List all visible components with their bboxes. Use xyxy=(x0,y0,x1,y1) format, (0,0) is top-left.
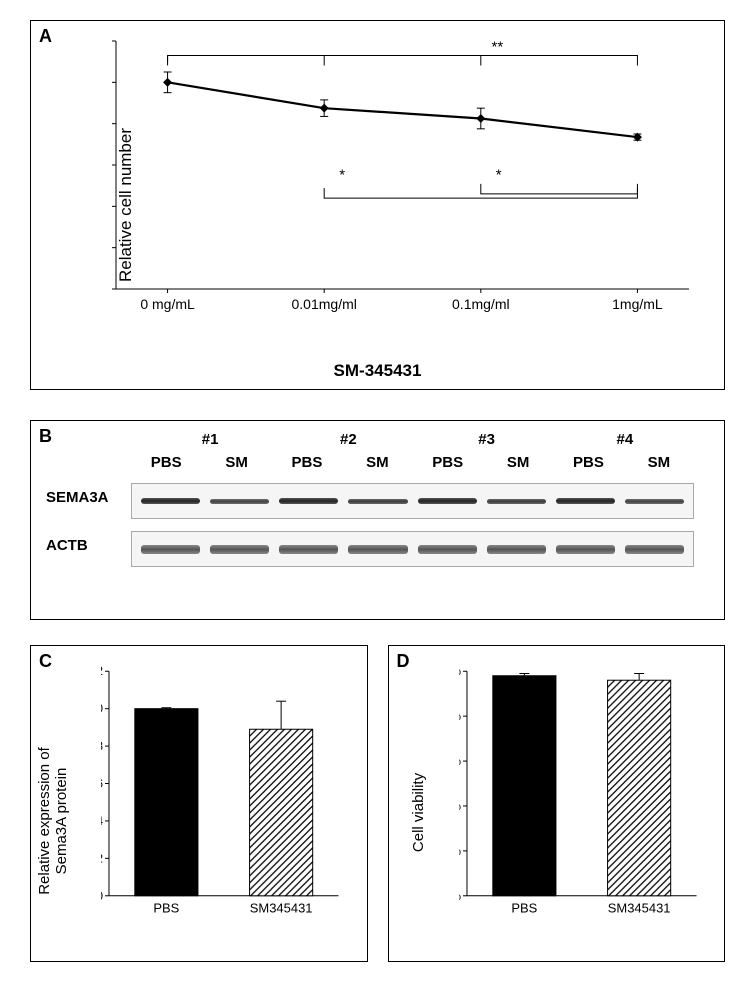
band xyxy=(141,545,200,554)
blot-row: SEMA3A xyxy=(131,483,694,519)
band xyxy=(418,545,477,554)
band xyxy=(418,498,477,504)
blot-row: ACTB xyxy=(131,531,694,567)
sample-header: #3 xyxy=(418,431,556,448)
svg-text:80%: 80% xyxy=(459,709,461,723)
band xyxy=(487,545,546,554)
panel-b: B #1#2#3#4 PBSSMPBSSMPBSSMPBSSM SEMA3AAC… xyxy=(30,420,725,620)
band xyxy=(348,545,407,554)
panel-a-xlabel: SM-345431 xyxy=(334,361,422,381)
blot-label: SEMA3A xyxy=(46,489,109,506)
sample-header: #2 xyxy=(279,431,417,448)
svg-text:20%: 20% xyxy=(459,844,461,858)
condition-header: PBS xyxy=(131,454,201,471)
svg-text:60%: 60% xyxy=(459,754,461,768)
svg-text:PBS: PBS xyxy=(153,901,179,916)
panel-b-label: B xyxy=(39,426,52,447)
panel-d-chart: 0% 20% 40% 60% 80% 100% PBS SM345431 xyxy=(459,661,705,921)
band xyxy=(279,545,338,554)
band xyxy=(625,499,684,504)
svg-text:*: * xyxy=(496,166,502,183)
condition-header: PBS xyxy=(272,454,342,471)
svg-text:0.6: 0.6 xyxy=(101,777,103,791)
panel-d: D Cell viability 0% 20% 40% 60% 80% 100% PBS SM… xyxy=(388,645,726,962)
panel-b-sample-headers: #1#2#3#4 xyxy=(141,431,694,448)
panel-b-condition-headers: PBSSMPBSSMPBSSMPBSSM xyxy=(131,454,694,471)
band xyxy=(348,499,407,504)
svg-text:1.0: 1.0 xyxy=(101,702,103,716)
svg-text:0.1mg/ml: 0.1mg/ml xyxy=(452,296,510,312)
band xyxy=(210,545,269,554)
svg-text:40%: 40% xyxy=(459,799,461,813)
band xyxy=(625,545,684,554)
panel-cd-row: C Relative expression ofSema3A protein 0… xyxy=(30,645,725,962)
band xyxy=(556,545,615,554)
panel-b-bands: SEMA3A ACTB xyxy=(131,483,694,567)
svg-text:PBS: PBS xyxy=(511,901,537,916)
svg-text:**: ** xyxy=(492,38,504,55)
svg-text:SM345431: SM345431 xyxy=(607,901,670,916)
svg-text:SM345431: SM345431 xyxy=(250,901,313,916)
condition-header: PBS xyxy=(553,454,623,471)
sample-header: #1 xyxy=(141,431,279,448)
panel-d-label: D xyxy=(397,651,410,672)
blot-label: ACTB xyxy=(46,537,88,554)
panel-a-label: A xyxy=(39,26,52,47)
blot-strip xyxy=(131,531,694,567)
condition-header: PBS xyxy=(413,454,483,471)
svg-text:0.4: 0.4 xyxy=(101,814,103,828)
panel-a-chart: 00.20.40.60.811.20 mg/mL0.01mg/ml0.1mg/m… xyxy=(111,36,699,319)
band xyxy=(210,499,269,504)
panel-c-label: C xyxy=(39,651,52,672)
condition-header: SM xyxy=(624,454,694,471)
svg-text:0%: 0% xyxy=(459,889,461,903)
svg-text:0 mg/mL: 0 mg/mL xyxy=(140,296,195,312)
svg-text:1mg/mL: 1mg/mL xyxy=(612,296,663,312)
band xyxy=(279,498,338,504)
blot-strip xyxy=(131,483,694,519)
svg-text:*: * xyxy=(339,166,345,183)
panel-c-ylabel: Relative expression ofSema3A protein xyxy=(36,747,70,895)
band xyxy=(556,498,615,504)
svg-text:0.0: 0.0 xyxy=(101,889,103,903)
panel-d-ylabel: Cell viability xyxy=(410,772,427,851)
band xyxy=(141,498,200,504)
panel-a: A Relative cell number 00.20.40.60.811.2… xyxy=(30,20,725,390)
panel-c: C Relative expression ofSema3A protein 0… xyxy=(30,645,368,962)
sample-header: #4 xyxy=(556,431,694,448)
svg-text:1.2: 1.2 xyxy=(101,664,103,678)
condition-header: SM xyxy=(342,454,412,471)
svg-text:0.2: 0.2 xyxy=(101,851,103,865)
condition-header: SM xyxy=(201,454,271,471)
svg-text:0.8: 0.8 xyxy=(101,739,103,753)
svg-text:100%: 100% xyxy=(459,664,461,678)
panel-c-chart: 0.0 0.2 0.4 0.6 0.8 1.0 1.2 PBS SM345431 xyxy=(101,661,347,921)
condition-header: SM xyxy=(483,454,553,471)
band xyxy=(487,499,546,504)
svg-text:0.01mg/ml: 0.01mg/ml xyxy=(292,296,357,312)
